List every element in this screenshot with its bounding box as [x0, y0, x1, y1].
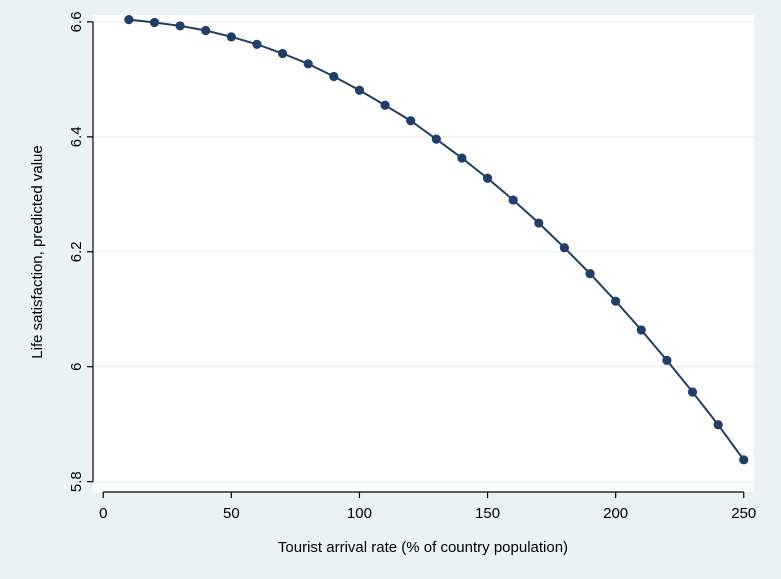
data-point-13 [457, 153, 467, 163]
data-point-0 [124, 14, 134, 25]
data-point-1 [149, 17, 160, 28]
plot-area [93, 15, 754, 492]
gridlines [93, 21, 754, 483]
data-point-2 [175, 21, 185, 31]
data-point-20 [636, 325, 646, 335]
axes [87, 21, 745, 498]
x-axis-title: Tourist arrival rate (% of country popul… [278, 539, 568, 556]
x-tick-label-5: 250 [731, 505, 756, 522]
y-tick-label-0: 5.8 [68, 471, 85, 492]
x-tick-label-4: 200 [603, 505, 628, 522]
data-point-11 [406, 116, 416, 126]
data-point-9 [354, 85, 365, 95]
data-point-12 [431, 134, 441, 144]
data-point-3 [201, 25, 211, 36]
data-point-14 [482, 173, 493, 183]
data-point-18 [585, 269, 595, 279]
tick-labels: 5.8 6 6.2 6.4 6.6 0 50 100 150 200 250 [68, 11, 756, 522]
data-point-17 [559, 243, 570, 253]
x-tick-label-3: 150 [475, 505, 500, 522]
x-tick-label-0: 0 [99, 505, 107, 522]
data-point-23 [713, 420, 723, 430]
x-tick-label-1: 50 [223, 505, 240, 522]
data-point-24 [739, 455, 749, 465]
data-point-8 [329, 71, 339, 82]
data-point-7 [303, 59, 313, 69]
data-point-15 [508, 195, 518, 205]
data-point-19 [611, 296, 621, 306]
y-tick-label-4: 6.6 [68, 11, 85, 32]
data-point-6 [277, 48, 288, 59]
y-tick-label-1: 6 [68, 363, 85, 371]
data-point-21 [662, 355, 672, 365]
x-tick-label-2: 100 [347, 505, 372, 522]
data-point-5 [252, 39, 262, 49]
data-point-22 [687, 387, 698, 397]
y-tick-label-3: 6.4 [68, 126, 85, 147]
data-point-16 [534, 218, 544, 228]
data-point-10 [380, 100, 390, 110]
y-tick-label-2: 6.2 [68, 241, 85, 262]
y-axis-title: Life satisfaction, predicted value [29, 145, 46, 358]
data-point-4 [226, 32, 236, 42]
data-series [124, 14, 749, 465]
